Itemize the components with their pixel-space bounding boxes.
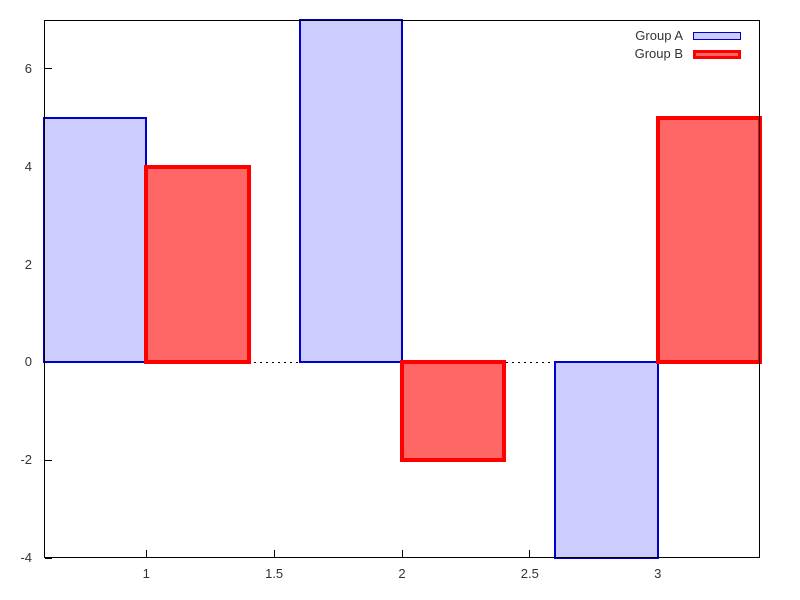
x-tick-label: 1.5 — [265, 566, 284, 581]
bar-group-a-2 — [298, 19, 403, 364]
legend-swatch-group-b — [693, 49, 741, 59]
y-tick-label: -2 — [20, 452, 32, 468]
x-tick — [145, 550, 147, 557]
legend-item-group-b: Group B — [635, 45, 741, 63]
legend: Group A Group B — [635, 27, 741, 63]
bar-group-a-1 — [43, 116, 148, 364]
y-tick-label: 4 — [24, 158, 32, 174]
x-tick-label: 2 — [398, 566, 406, 581]
y-tick — [45, 459, 52, 461]
y-tick-label: 6 — [24, 60, 32, 76]
legend-swatch-group-a — [693, 32, 741, 40]
x-tick — [273, 550, 275, 557]
y-tick — [45, 557, 52, 559]
legend-label-group-a: Group A — [635, 28, 683, 43]
x-tick-label: 1 — [142, 566, 150, 581]
bar-group-b-2 — [400, 360, 507, 463]
legend-label-group-b: Group B — [634, 46, 683, 61]
y-tick-label: -4 — [20, 550, 32, 565]
x-tick — [529, 550, 531, 557]
x-tick-label: 2.5 — [520, 566, 539, 581]
y-tick — [45, 68, 52, 70]
y-tick-label: 2 — [24, 256, 32, 272]
y-tick-label: 0 — [24, 354, 32, 370]
legend-item-group-a: Group A — [635, 27, 741, 45]
bar-group-a-3 — [554, 361, 659, 559]
x-tick — [401, 550, 403, 557]
bar-group-b-1 — [144, 164, 251, 365]
bar-group-b-3 — [655, 115, 762, 365]
x-tick-label: 3 — [654, 566, 662, 581]
plot-area: Group A Group B — [43, 19, 762, 559]
